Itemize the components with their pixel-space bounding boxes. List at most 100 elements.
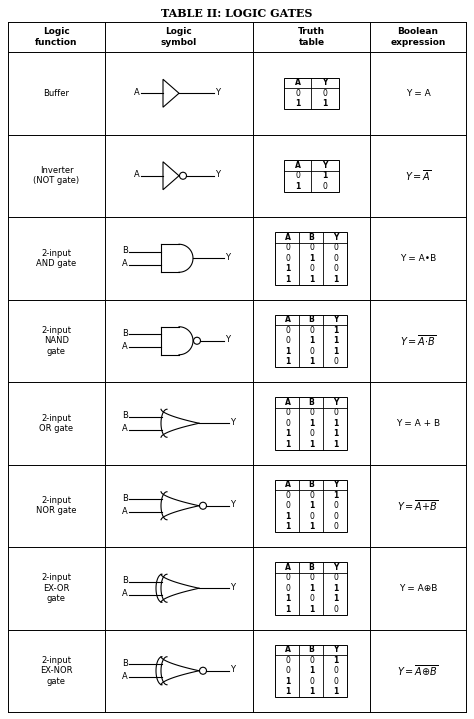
Bar — [275, 480, 347, 532]
Text: 0: 0 — [333, 357, 338, 366]
Text: $Y = \overline{A{\cdot}B}$: $Y = \overline{A{\cdot}B}$ — [400, 334, 436, 348]
Text: B: B — [309, 563, 314, 572]
Text: A: A — [284, 315, 291, 324]
Text: 0: 0 — [333, 605, 338, 614]
Text: 1: 1 — [333, 326, 338, 335]
Text: 1: 1 — [309, 336, 314, 345]
Bar — [275, 232, 347, 285]
Text: 0: 0 — [285, 584, 290, 592]
Text: Y: Y — [333, 233, 338, 242]
Text: 2-input
NOR gate: 2-input NOR gate — [36, 496, 77, 516]
Text: 0: 0 — [333, 677, 338, 686]
Text: TABLE II: LOGIC GATES: TABLE II: LOGIC GATES — [161, 8, 313, 19]
Text: B: B — [122, 329, 128, 338]
Text: 2-input
OR gate: 2-input OR gate — [39, 413, 73, 433]
Text: Y: Y — [230, 418, 236, 427]
Text: 1: 1 — [285, 687, 290, 696]
Text: 1: 1 — [333, 687, 338, 696]
Text: 0: 0 — [333, 522, 338, 531]
Text: Y: Y — [226, 253, 230, 262]
Text: 0: 0 — [309, 656, 314, 665]
Text: 1: 1 — [333, 347, 338, 356]
Text: A: A — [134, 170, 140, 179]
Text: 1: 1 — [323, 99, 328, 109]
Text: 1: 1 — [333, 491, 338, 500]
Text: 1: 1 — [309, 584, 314, 592]
Text: A: A — [284, 563, 291, 572]
Text: 1: 1 — [333, 584, 338, 592]
Text: 0: 0 — [333, 254, 338, 262]
Text: Y = A⊕B: Y = A⊕B — [399, 584, 437, 592]
Text: 1: 1 — [309, 357, 314, 366]
Text: 0: 0 — [285, 243, 290, 252]
Text: A: A — [122, 424, 128, 433]
Text: A: A — [122, 589, 128, 598]
Text: 0: 0 — [309, 429, 314, 439]
Text: Logic
symbol: Logic symbol — [161, 27, 197, 47]
Bar — [275, 397, 347, 449]
Text: 0: 0 — [309, 594, 314, 603]
Text: 1: 1 — [295, 182, 301, 191]
Text: 1: 1 — [333, 429, 338, 439]
Bar — [275, 562, 347, 615]
Text: 0: 0 — [295, 171, 300, 180]
Text: $Y = \overline{A{+}B}$: $Y = \overline{A{+}B}$ — [397, 498, 439, 513]
Text: Y: Y — [216, 170, 220, 179]
Text: 1: 1 — [333, 418, 338, 428]
Text: 1: 1 — [333, 440, 338, 449]
Text: 0: 0 — [333, 265, 338, 273]
Text: B: B — [309, 645, 314, 654]
Text: 1: 1 — [285, 605, 290, 614]
Text: Y: Y — [230, 500, 236, 509]
Text: 1: 1 — [285, 275, 290, 284]
Text: 0: 0 — [323, 182, 328, 191]
Text: A: A — [134, 88, 140, 97]
Text: 1: 1 — [333, 594, 338, 603]
Text: A: A — [122, 342, 128, 351]
Text: Y: Y — [230, 583, 236, 592]
Text: 2-input
AND gate: 2-input AND gate — [36, 249, 77, 268]
Text: Buffer: Buffer — [44, 88, 70, 98]
Text: 2-input
EX-OR
gate: 2-input EX-OR gate — [42, 573, 72, 603]
Text: Boolean
expression: Boolean expression — [390, 27, 446, 47]
Text: 1: 1 — [309, 254, 314, 262]
Text: 0: 0 — [285, 656, 290, 665]
Text: A: A — [284, 645, 291, 654]
Text: A: A — [122, 507, 128, 516]
Text: Y: Y — [216, 88, 220, 97]
Text: 0: 0 — [309, 408, 314, 417]
Text: 0: 0 — [309, 326, 314, 335]
Text: Y = A•B: Y = A•B — [400, 254, 436, 262]
Text: 0: 0 — [285, 491, 290, 500]
Text: 1: 1 — [285, 594, 290, 603]
Text: 1: 1 — [285, 357, 290, 366]
Text: 1: 1 — [285, 677, 290, 686]
Text: 1: 1 — [285, 429, 290, 439]
Bar — [284, 78, 339, 109]
Text: 1: 1 — [309, 440, 314, 449]
Text: 0: 0 — [333, 667, 338, 675]
Text: $Y = \overline{A{\oplus}B}$: $Y = \overline{A{\oplus}B}$ — [397, 664, 439, 678]
Text: 1: 1 — [309, 275, 314, 284]
Text: 1: 1 — [285, 512, 290, 521]
Text: 1: 1 — [323, 171, 328, 180]
Text: 2-input
EX-NOR
gate: 2-input EX-NOR gate — [40, 656, 73, 686]
Text: Y: Y — [230, 665, 236, 674]
Text: B: B — [309, 398, 314, 407]
Text: B: B — [122, 411, 128, 421]
Text: 0: 0 — [285, 326, 290, 335]
Text: B: B — [122, 494, 128, 503]
Text: 1: 1 — [285, 522, 290, 531]
Text: 1: 1 — [333, 656, 338, 665]
Text: B: B — [122, 577, 128, 585]
Text: A: A — [295, 78, 301, 87]
Text: 2-input
NAND
gate: 2-input NAND gate — [42, 326, 72, 356]
Text: 0: 0 — [309, 573, 314, 582]
Text: Y: Y — [333, 398, 338, 407]
Text: 0: 0 — [309, 265, 314, 273]
Bar — [275, 314, 347, 367]
Text: Y = A + B: Y = A + B — [396, 418, 440, 428]
Text: 0: 0 — [285, 573, 290, 582]
Text: Logic
function: Logic function — [35, 27, 78, 47]
Text: 0: 0 — [323, 88, 328, 98]
